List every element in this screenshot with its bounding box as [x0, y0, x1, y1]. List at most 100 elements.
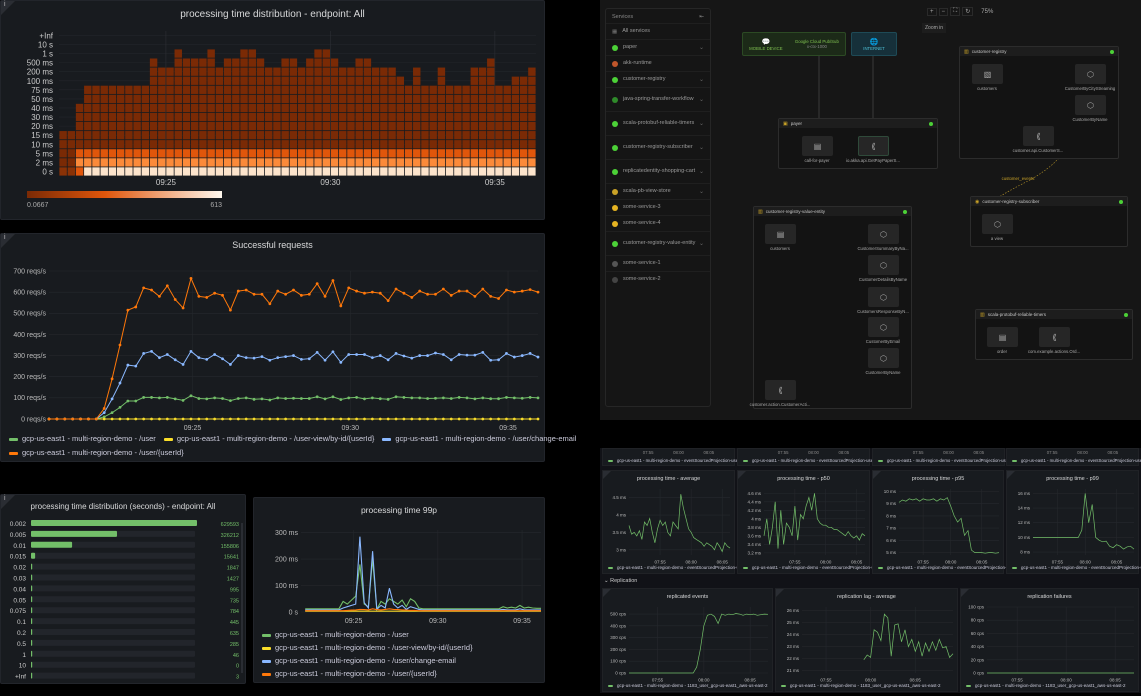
legend-item[interactable]: gcp-us-east1 - multi-region-demo - /user…	[262, 654, 473, 667]
panel-info-icon[interactable]	[873, 471, 881, 479]
node-view[interactable]: ⬡	[868, 317, 899, 337]
heatmap-cell	[454, 167, 462, 176]
node-endpoint[interactable]: ▤	[802, 136, 833, 156]
external-internet[interactable]: 🌐 INTERNET	[851, 32, 897, 56]
panel-info-icon[interactable]	[776, 589, 784, 597]
panel-info-icon[interactable]	[1007, 471, 1015, 479]
legend-item[interactable]: gcp-us-east1 - multi-region-demo - event…	[1012, 565, 1141, 570]
heatmap-cell	[125, 167, 133, 176]
node-view[interactable]: ⬡	[1075, 95, 1106, 115]
sidebar-item-scala-pb-view-store[interactable]: scala-pb-view-store ⌄	[606, 183, 710, 199]
row-header-replication[interactable]: ⌄ Replication	[604, 578, 637, 584]
heatmap-cell	[149, 112, 158, 122]
node-view[interactable]: ⬡	[868, 287, 899, 307]
line-chart[interactable]: 0 cps 100 cps 200 cps 300 cps 400 cps 500 cps…	[603, 589, 774, 693]
legend-item[interactable]: gcp-us-east1 - multi-region-demo - 1183_…	[781, 683, 941, 688]
sidebar-item-akk-runtime[interactable]: akk-runtime	[606, 55, 710, 71]
sidebar-item-customer-registry-subscriber[interactable]: customer-registry-subscriber ⌄	[606, 135, 710, 159]
chevron-down-icon[interactable]: ⌄	[698, 189, 704, 195]
legend-item[interactable]: gcp-us-east1 - multi-region-demo - event…	[878, 458, 1025, 463]
line-chart[interactable]: 5 ms 6 ms 7 ms 8 ms 9 ms 10 ms 07:55 08:00 08:05	[873, 471, 1005, 575]
heatmap-panel: i processing time distribution - endpoin…	[0, 0, 545, 220]
heatmap-cell	[314, 76, 322, 85]
heatmap-cell	[265, 149, 273, 158]
node-view[interactable]: ⬡	[868, 224, 899, 244]
chevron-down-icon[interactable]: ⌄	[698, 45, 704, 51]
heatmap-cell	[232, 131, 240, 140]
chevron-down-icon[interactable]: ⌄	[698, 145, 704, 151]
panel-info-icon[interactable]	[738, 471, 746, 479]
legend-item[interactable]: gcp-us-east1 - multi-region-demo - /user…	[9, 448, 184, 457]
legend-item[interactable]: gcp-us-east1 - multi-region-demo - /user…	[382, 434, 576, 443]
requests-chart[interactable]: 0 reqs/s 100 reqs/s 200 reqs/s 300 reqs/s 40…	[1, 234, 546, 434]
line-chart[interactable]: 21 ms 22 ms 23 ms 24 ms 25 ms 26 ms 07:55 08:00…	[776, 589, 959, 693]
heatmap-cell	[363, 149, 372, 158]
legend-item[interactable]: gcp-us-east1 - multi-region-demo - /user…	[262, 641, 473, 654]
sidebar-item-some-service-3[interactable]: some-service-3	[606, 199, 710, 215]
heatmap-cell	[215, 94, 224, 104]
zoom-in-button[interactable]: +	[927, 7, 937, 16]
node-view[interactable]: ⬡	[868, 348, 899, 368]
node-action[interactable]: ⟪	[765, 380, 796, 400]
node-view[interactable]: ⬡	[982, 214, 1013, 234]
node-action[interactable]: ⟪	[858, 136, 889, 156]
sidebar-item-some-service-2[interactable]: some-service-2	[606, 271, 710, 287]
line-chart[interactable]: 0 cps 20 cps 40 cps 60 cps 80 cps 100 cps 07:5…	[961, 589, 1140, 693]
legend-item[interactable]: gcp-us-east1 - multi-region-demo - /user…	[163, 434, 374, 443]
panel-info-icon[interactable]	[603, 471, 611, 479]
reset-view-button[interactable]: ↻	[962, 7, 974, 16]
legend-item[interactable]: gcp-us-east1 - multi-region-demo - /user	[262, 628, 473, 641]
line-chart[interactable]: 8 ms 10 ms 12 ms 14 ms 16 ms 07:55 08:00 08:05	[1007, 471, 1140, 575]
node-view[interactable]: ⬡	[868, 255, 899, 275]
legend-item[interactable]: gcp-us-east1 - multi-region-demo - event…	[878, 565, 1031, 570]
panel-info-icon[interactable]: i	[1, 495, 15, 509]
node-entity[interactable]: ▤	[765, 224, 796, 244]
line-chart[interactable]: 3.2 ms 3.4 ms 3.6 ms 3.8 ms 4 ms 4.2 ms 4.4 ms…	[738, 471, 871, 575]
heatmap-cell	[396, 76, 405, 85]
legend-item[interactable]: gcp-us-east1 - multi-region-demo - event…	[608, 458, 755, 463]
legend-item[interactable]: gcp-us-east1 - multi-region-demo - /user…	[262, 667, 473, 680]
node-entity[interactable]: ▧	[972, 64, 1003, 84]
collapse-sidebar-icon[interactable]: ⇤	[699, 14, 704, 20]
panel-info-icon[interactable]: i	[1, 1, 15, 15]
node-action[interactable]: ⟪	[1023, 126, 1054, 146]
sidebar-item-replicatedentity-shopping-cart[interactable]: replicatedentity-shopping-cart ⌄	[606, 159, 710, 183]
legend-item[interactable]: gcp-us-east1 - multi-region-demo - event…	[608, 565, 761, 570]
sidebar-item-java-spring-transfer-workflow[interactable]: java-spring-transfer-workflow ⌄	[606, 87, 710, 111]
sidebar-item-some-service-1[interactable]: some-service-1	[606, 255, 710, 271]
external-mobile-pubsub[interactable]: 💬 MOBILE DEVICE Google Cloud Pub/Sub x-ctx…	[742, 32, 846, 56]
panel-info-icon[interactable]	[961, 589, 969, 597]
chevron-down-icon[interactable]: ⌄	[698, 241, 704, 247]
x-axis: 07:55 08:00 08:05	[633, 450, 724, 455]
p99-chart[interactable]: 0 s 100 ms 200 ms 300 ms 09:25 09:30 09:35	[254, 498, 546, 628]
line-chart[interactable]: 3 ms 3.5 ms 4 ms 4.5 ms 07:55 08:00 08:05	[603, 471, 736, 575]
legend-item[interactable]: gcp-us-east1 - multi-region-demo - event…	[1012, 458, 1141, 463]
color-scale-max: 613	[210, 202, 222, 209]
legend-item[interactable]: gcp-us-east1 - multi-region-demo - event…	[743, 458, 890, 463]
node-entity[interactable]: ▤	[987, 327, 1018, 347]
legend-item[interactable]: gcp-us-east1 - multi-region-demo - /user	[9, 434, 156, 443]
sidebar-item-customer-registry-value-entity[interactable]: customer-registry-value-entity ⌄	[606, 231, 710, 255]
node-view[interactable]: ⬡	[1075, 64, 1106, 84]
sidebar-item-paper[interactable]: paper ⌄	[606, 39, 710, 55]
chevron-down-icon[interactable]: ⌄	[698, 121, 704, 127]
heatmap-cell	[182, 112, 191, 122]
chevron-down-icon[interactable]: ⌄	[698, 77, 704, 83]
chevron-down-icon[interactable]: ⌄	[698, 97, 704, 103]
sidebar-item-scala-protobuf-reliable-timers[interactable]: scala-protobuf-reliable-timers ⌄	[606, 111, 710, 135]
fit-view-button[interactable]: ⛶	[950, 7, 961, 16]
zoom-out-button[interactable]: −	[938, 7, 949, 16]
sidebar-item-customer-registry[interactable]: customer-registry ⌄	[606, 71, 710, 87]
panel-info-icon[interactable]: i	[1, 234, 15, 248]
heatmap-cell	[256, 167, 265, 176]
panel-info-icon[interactable]	[603, 589, 611, 597]
node-action[interactable]: ⟪	[1039, 327, 1070, 347]
legend-swatch	[262, 672, 271, 676]
legend-item[interactable]: gcp-us-east1 - multi-region-demo - 1183_…	[966, 683, 1126, 688]
sidebar-item-some-service-4[interactable]: some-service-4	[606, 215, 710, 231]
legend-item[interactable]: gcp-us-east1 - multi-region-demo - event…	[743, 565, 896, 570]
legend-item[interactable]: gcp-us-east1 - multi-region-demo - 1183_…	[608, 683, 768, 688]
sidebar-item-all-services[interactable]: ▦ All services	[606, 23, 710, 39]
chevron-down-icon[interactable]: ⌄	[698, 169, 704, 175]
